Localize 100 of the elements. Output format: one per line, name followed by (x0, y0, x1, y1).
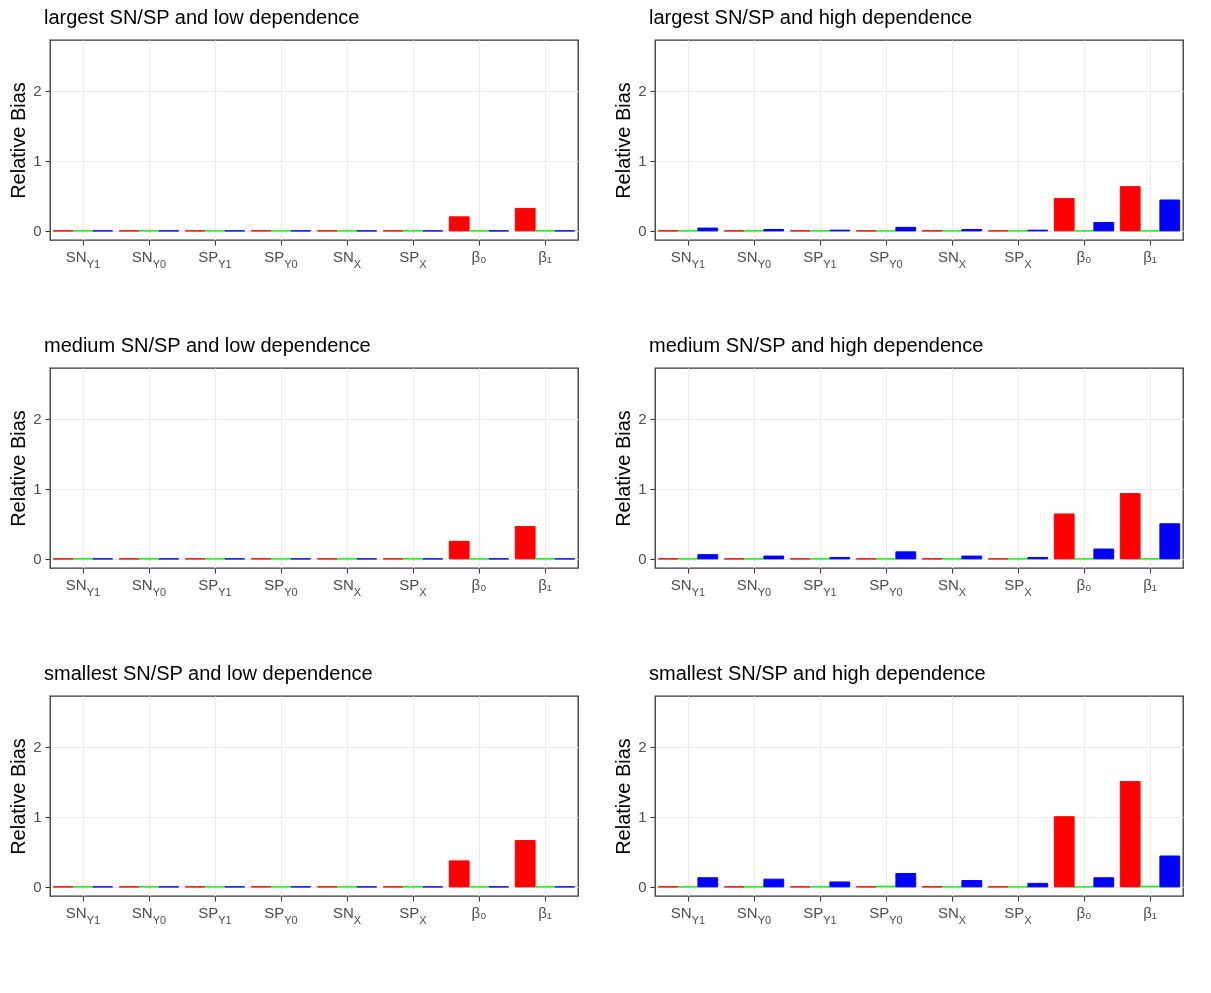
bar (697, 227, 719, 232)
y-tick-label: 2 (33, 82, 42, 100)
x-tick-label: SN$_{Y0}$ (736, 903, 772, 926)
x-tick-label: SP$_{Y1}$ (198, 575, 232, 598)
bar (514, 207, 536, 232)
bar (1119, 781, 1141, 888)
bar (514, 526, 536, 560)
x-tick-label: β₁ (538, 575, 552, 593)
x-tick-label: β₀ (1076, 575, 1092, 593)
bar (763, 555, 785, 560)
x-tick-label: SN$_{Y1}$ (65, 247, 101, 270)
x-tick-label: SP$_{Y1}$ (803, 575, 837, 598)
x-tick-label: SN$_{X}$ (937, 903, 967, 926)
bar (895, 551, 917, 560)
x-tick-label: SN$_{Y0}$ (131, 575, 167, 598)
y-axis-title: Relative Bias (7, 82, 30, 199)
bar (448, 216, 470, 232)
chart-title: largest SN/SP and low dependence (44, 6, 360, 28)
y-tick-label: 1 (638, 480, 647, 498)
y-axis-title: Relative Bias (7, 410, 30, 527)
x-tick-label: SP$_{X}$ (1004, 247, 1033, 270)
y-tick-label: 0 (638, 878, 647, 896)
x-tick-label: SN$_{Y0}$ (736, 247, 772, 270)
x-tick-label: β₁ (1143, 575, 1157, 593)
y-tick-label: 0 (638, 550, 647, 568)
chart-title: largest SN/SP and high dependence (649, 6, 973, 28)
x-tick-label: SP$_{X}$ (399, 247, 428, 270)
bar (763, 878, 785, 888)
y-tick-label: 0 (33, 550, 42, 568)
bar (1119, 186, 1141, 232)
x-tick-label: β₁ (538, 903, 552, 921)
x-tick-label: SN$_{Y0}$ (736, 575, 772, 598)
bar (1093, 548, 1115, 560)
bar (961, 555, 983, 560)
y-tick-label: 2 (638, 738, 647, 756)
x-tick-label: SP$_{Y0}$ (869, 247, 903, 270)
bar (514, 840, 536, 888)
bar (697, 554, 719, 560)
x-tick-label: SN$_{X}$ (332, 575, 362, 598)
bar (829, 881, 851, 888)
chart-title: medium SN/SP and low dependence (44, 334, 371, 356)
x-tick-label: SP$_{Y0}$ (869, 903, 903, 926)
x-tick-label: β₁ (1143, 247, 1157, 265)
y-tick-label: 0 (638, 222, 647, 240)
bar (697, 877, 719, 888)
x-tick-label: SP$_{Y0}$ (264, 575, 298, 598)
bar (448, 860, 470, 888)
x-tick-label: SP$_{Y0}$ (264, 903, 298, 926)
y-tick-label: 0 (33, 878, 42, 896)
x-tick-label: β₀ (471, 575, 487, 593)
y-tick-label: 1 (33, 480, 42, 498)
y-tick-label: 1 (638, 152, 647, 170)
x-tick-label: SN$_{Y1}$ (65, 903, 101, 926)
x-tick-label: SP$_{X}$ (399, 575, 428, 598)
x-tick-label: SN$_{X}$ (332, 247, 362, 270)
x-tick-label: SP$_{Y1}$ (803, 247, 837, 270)
x-tick-label: SP$_{Y1}$ (803, 903, 837, 926)
x-tick-label: SP$_{Y0}$ (869, 575, 903, 598)
bar (1093, 877, 1115, 888)
x-tick-label: SP$_{X}$ (399, 903, 428, 926)
x-tick-label: SP$_{X}$ (1004, 575, 1033, 598)
y-tick-label: 1 (638, 808, 647, 826)
x-tick-label: SN$_{Y1}$ (670, 247, 706, 270)
y-tick-label: 2 (33, 738, 42, 756)
chart-title: smallest SN/SP and low dependence (44, 662, 373, 684)
bar (961, 880, 983, 888)
chart-title: smallest SN/SP and high dependence (649, 662, 986, 684)
bar (1159, 855, 1181, 888)
bar (895, 226, 917, 232)
x-tick-label: SN$_{Y1}$ (670, 575, 706, 598)
y-axis-title: Relative Bias (7, 738, 30, 855)
y-tick-label: 2 (33, 410, 42, 428)
y-tick-label: 1 (33, 808, 42, 826)
y-tick-label: 1 (33, 152, 42, 170)
x-tick-label: SP$_{X}$ (1004, 903, 1033, 926)
bar (1053, 816, 1075, 888)
x-tick-label: SP$_{Y1}$ (198, 903, 232, 926)
bar (1053, 198, 1075, 232)
x-tick-label: SN$_{Y0}$ (131, 247, 167, 270)
chart-title: medium SN/SP and high dependence (649, 334, 984, 356)
bar (1159, 523, 1181, 560)
y-tick-label: 2 (638, 82, 647, 100)
x-tick-label: SN$_{Y0}$ (131, 903, 167, 926)
x-tick-label: β₁ (538, 247, 552, 265)
x-tick-label: SN$_{X}$ (332, 903, 362, 926)
bar (448, 540, 470, 560)
x-tick-label: SN$_{Y1}$ (65, 575, 101, 598)
bar (1027, 882, 1049, 888)
y-axis-title: Relative Bias (612, 738, 635, 855)
x-tick-label: β₀ (471, 903, 487, 921)
x-tick-label: SN$_{Y1}$ (670, 903, 706, 926)
bar (1093, 221, 1115, 232)
bar (895, 873, 917, 888)
x-tick-label: β₀ (1076, 903, 1092, 921)
bar (1159, 199, 1181, 232)
bar (1053, 513, 1075, 560)
x-tick-label: β₀ (1076, 247, 1092, 265)
y-tick-label: 0 (33, 222, 42, 240)
y-tick-label: 2 (638, 410, 647, 428)
x-tick-label: SP$_{Y0}$ (264, 247, 298, 270)
